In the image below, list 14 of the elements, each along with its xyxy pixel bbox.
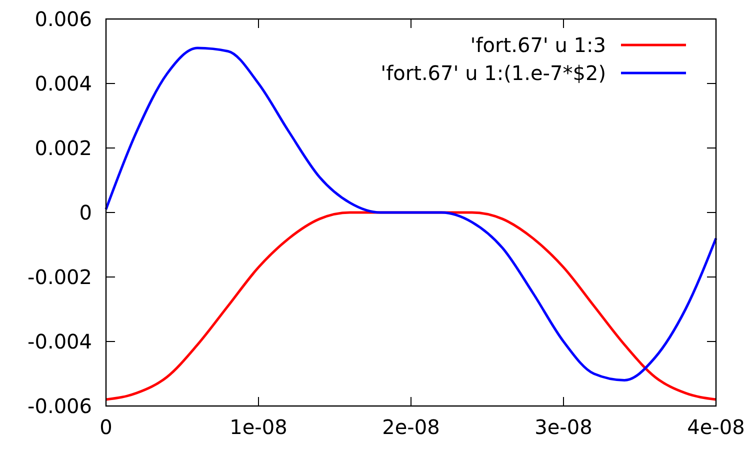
- y-tick-label: 0.002: [34, 136, 92, 160]
- y-tick-label: -0.006: [28, 394, 92, 418]
- y-tick-label: -0.002: [28, 265, 92, 289]
- y-tick-label: 0.006: [34, 7, 92, 31]
- x-tick-label: 2e-08: [382, 415, 440, 439]
- y-tick-label: -0.004: [28, 330, 92, 354]
- y-tick-label: 0: [79, 200, 92, 224]
- x-tick-label: 1e-08: [230, 415, 288, 439]
- legend-label: 'fort.67' u 1:(1.e-7*$2): [380, 61, 606, 85]
- x-tick-label: 0: [100, 415, 112, 439]
- y-tick-label: 0.004: [34, 72, 92, 96]
- legend-label: 'fort.67' u 1:3: [470, 33, 606, 57]
- x-tick-label: 4e-08: [687, 415, 745, 439]
- x-tick-label: 3e-08: [534, 415, 592, 439]
